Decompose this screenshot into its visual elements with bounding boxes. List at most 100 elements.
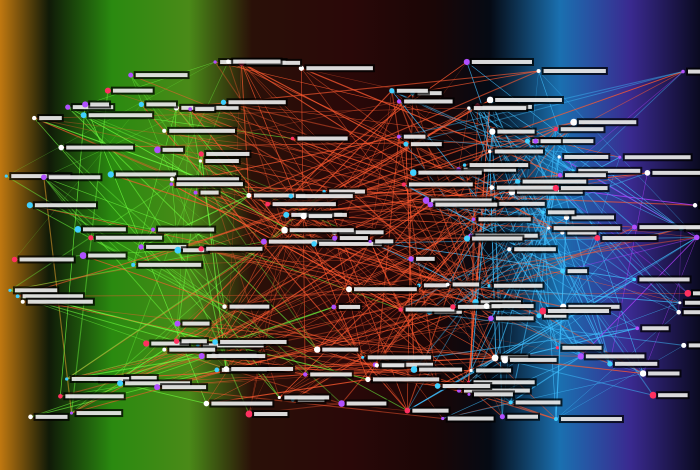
node-label-placeholder — [182, 248, 209, 253]
edge — [510, 187, 557, 403]
node-label-placeholder — [683, 310, 700, 315]
edge — [110, 173, 448, 286]
node-dot — [41, 174, 47, 181]
edge — [195, 192, 496, 359]
edge — [71, 301, 476, 414]
node — [489, 183, 558, 192]
node-label-placeholder — [195, 107, 215, 112]
node — [570, 118, 639, 127]
node-dot — [557, 155, 561, 159]
node — [408, 254, 437, 263]
node-label-placeholder — [182, 321, 210, 326]
node-dot — [28, 414, 33, 420]
edge — [66, 354, 214, 380]
node-dot — [169, 182, 174, 186]
node-label-placeholder — [585, 354, 645, 359]
edge — [228, 61, 407, 145]
node-dot — [15, 294, 20, 299]
node — [58, 392, 126, 401]
node — [507, 245, 558, 254]
edge — [120, 349, 165, 379]
node — [557, 152, 611, 161]
node-label-placeholder — [565, 173, 606, 178]
node — [389, 86, 430, 95]
node-dot — [445, 282, 450, 287]
edge — [177, 195, 250, 251]
node-label-placeholder — [65, 394, 124, 399]
edge — [370, 240, 635, 280]
node-dot — [398, 307, 403, 312]
edge — [527, 140, 635, 280]
node — [193, 188, 221, 197]
node-dot — [684, 289, 692, 297]
node-label-placeholder — [560, 127, 604, 132]
edge — [130, 74, 318, 350]
edge — [60, 227, 682, 397]
edge — [223, 101, 407, 145]
node-label-placeholder — [493, 283, 543, 288]
edge — [189, 108, 644, 374]
node-dot — [331, 304, 337, 310]
node — [288, 192, 355, 201]
edge — [442, 373, 644, 419]
node — [422, 196, 494, 205]
edge — [301, 67, 413, 94]
node-label-placeholder — [553, 226, 621, 231]
node-label-placeholder — [469, 163, 529, 168]
edge — [538, 70, 644, 374]
edge — [248, 195, 335, 308]
node — [82, 100, 112, 109]
node-dot — [409, 169, 417, 176]
node-label-placeholder — [200, 190, 219, 195]
node-label-placeholder — [405, 307, 455, 312]
edge — [333, 241, 371, 308]
node — [169, 180, 245, 189]
edge — [120, 136, 399, 379]
node — [463, 57, 534, 66]
node — [222, 302, 272, 311]
node — [79, 251, 128, 260]
node-label-placeholder — [66, 145, 134, 150]
edge — [201, 204, 268, 357]
node-label-placeholder — [431, 198, 492, 203]
node-dot — [162, 347, 167, 352]
node-label-placeholder — [692, 291, 700, 296]
node-label-placeholder — [416, 256, 435, 261]
node — [467, 104, 529, 113]
node — [154, 145, 186, 154]
node-label-placeholder — [115, 172, 177, 177]
node — [644, 168, 700, 177]
node-label-placeholder — [652, 170, 700, 175]
node-label-placeholder — [495, 97, 562, 102]
node-dot — [58, 394, 63, 399]
node — [281, 226, 356, 235]
node — [212, 337, 289, 346]
node-dot — [74, 225, 82, 233]
node — [554, 415, 624, 424]
node-label-placeholder — [22, 294, 84, 299]
node — [445, 280, 482, 289]
edge — [119, 323, 178, 384]
edge — [248, 70, 539, 197]
node — [260, 237, 339, 246]
node — [594, 234, 659, 243]
node-dot — [11, 256, 18, 263]
node-label-placeholder — [540, 139, 561, 144]
node-dot — [198, 246, 204, 252]
edge — [248, 195, 363, 358]
node-dot — [618, 155, 622, 159]
node-dot — [281, 226, 289, 234]
node-label-placeholder — [372, 377, 440, 382]
node-dot — [214, 367, 220, 373]
node-dot — [693, 234, 700, 241]
node-dot — [507, 247, 512, 252]
edge — [177, 71, 684, 251]
node-label-placeholder — [319, 241, 382, 246]
node — [681, 67, 700, 76]
node-label-placeholder — [423, 283, 448, 288]
node — [107, 170, 179, 179]
node-label-placeholder — [253, 193, 306, 198]
node-dot — [547, 226, 551, 230]
node — [65, 374, 132, 383]
